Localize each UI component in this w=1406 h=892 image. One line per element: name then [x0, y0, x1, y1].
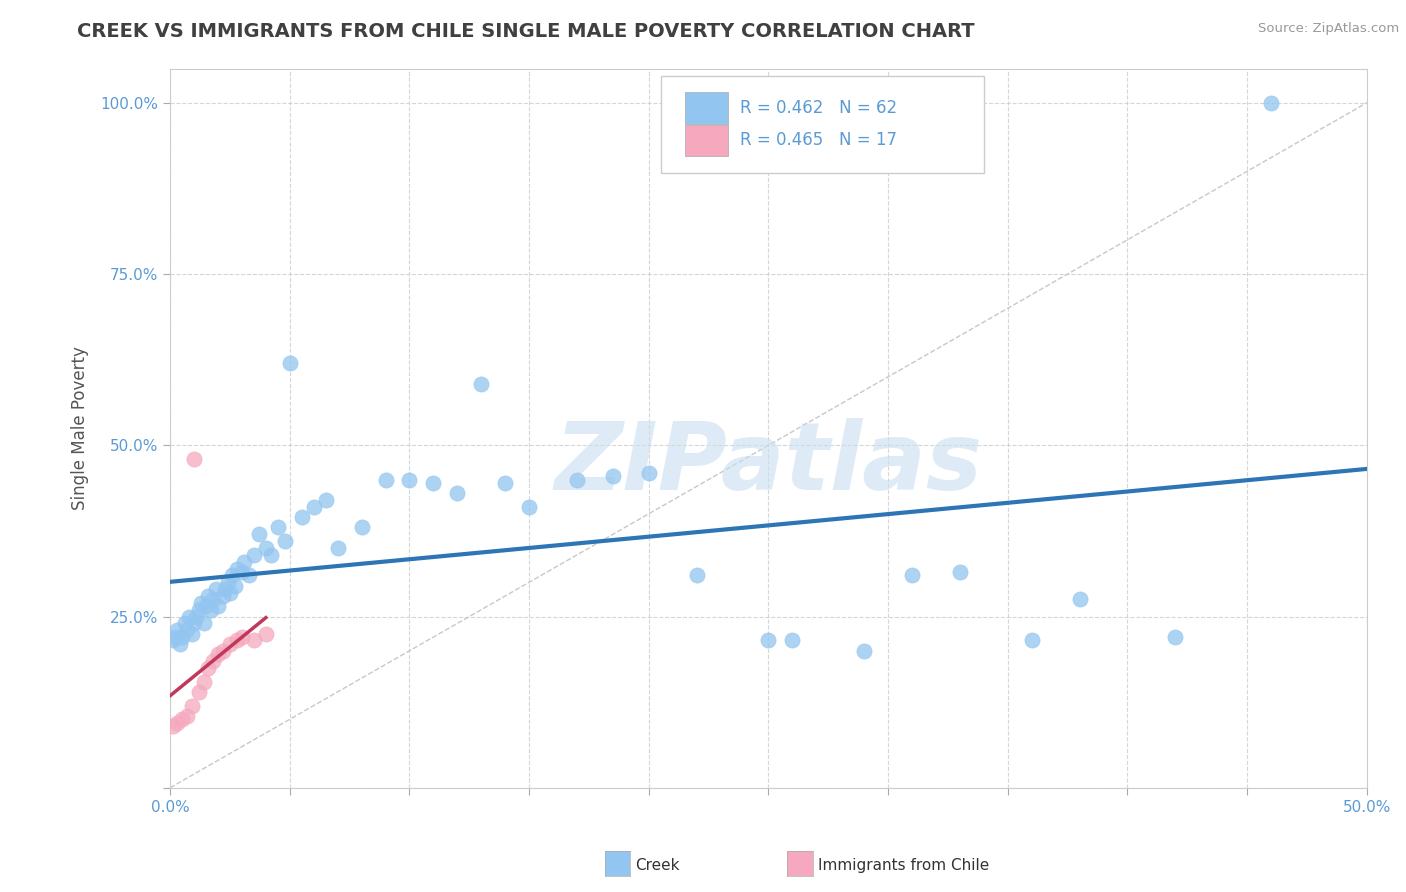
- Point: [494, 475, 516, 490]
- Point: [219, 585, 242, 599]
- Point: [254, 626, 277, 640]
- Point: [193, 616, 215, 631]
- Point: [350, 520, 373, 534]
- Point: [254, 541, 277, 555]
- Point: [226, 561, 249, 575]
- Point: [180, 626, 202, 640]
- Text: Creek: Creek: [636, 858, 681, 872]
- Point: [176, 624, 198, 638]
- Text: R = 0.462   N = 62: R = 0.462 N = 62: [740, 99, 897, 117]
- Point: [169, 637, 191, 651]
- Point: [187, 685, 209, 699]
- Point: [202, 654, 225, 668]
- Point: [291, 510, 314, 524]
- Point: [446, 486, 468, 500]
- Point: [197, 589, 219, 603]
- Text: Source: ZipAtlas.com: Source: ZipAtlas.com: [1258, 22, 1399, 36]
- Point: [166, 624, 188, 638]
- Point: [267, 520, 290, 534]
- Point: [224, 579, 246, 593]
- Point: [1260, 95, 1282, 110]
- FancyBboxPatch shape: [685, 92, 728, 124]
- Point: [315, 493, 337, 508]
- Point: [758, 633, 780, 648]
- Point: [782, 633, 804, 648]
- Point: [221, 568, 243, 582]
- Point: [172, 712, 194, 726]
- Point: [190, 596, 212, 610]
- Point: [398, 473, 420, 487]
- Point: [219, 637, 242, 651]
- FancyBboxPatch shape: [661, 76, 984, 173]
- Point: [179, 609, 201, 624]
- Point: [163, 630, 186, 644]
- Point: [637, 466, 659, 480]
- Point: [187, 602, 209, 616]
- Point: [374, 473, 396, 487]
- Point: [231, 565, 253, 579]
- Point: [172, 630, 194, 644]
- Point: [1021, 633, 1043, 648]
- Point: [186, 609, 208, 624]
- Point: [226, 633, 249, 648]
- Point: [207, 599, 229, 614]
- Point: [166, 715, 188, 730]
- Point: [162, 633, 184, 648]
- Point: [686, 568, 709, 582]
- Point: [470, 376, 492, 391]
- Point: [204, 582, 226, 596]
- FancyBboxPatch shape: [685, 125, 728, 156]
- Text: CREEK VS IMMIGRANTS FROM CHILE SINGLE MALE POVERTY CORRELATION CHART: CREEK VS IMMIGRANTS FROM CHILE SINGLE MA…: [77, 22, 974, 41]
- Point: [183, 616, 205, 631]
- Point: [183, 452, 205, 467]
- Point: [176, 709, 198, 723]
- Point: [247, 527, 270, 541]
- Point: [207, 647, 229, 661]
- Point: [200, 602, 222, 616]
- Point: [211, 589, 233, 603]
- Point: [243, 548, 266, 562]
- Point: [231, 630, 253, 644]
- Point: [202, 592, 225, 607]
- Point: [180, 698, 202, 713]
- Point: [602, 469, 624, 483]
- Point: [853, 644, 876, 658]
- Point: [211, 644, 233, 658]
- Text: ZIPatlas: ZIPatlas: [554, 418, 983, 510]
- Point: [302, 500, 325, 514]
- Point: [274, 534, 297, 549]
- Point: [1069, 592, 1091, 607]
- Point: [278, 356, 301, 370]
- Point: [217, 575, 239, 590]
- Point: [243, 633, 266, 648]
- Point: [1164, 630, 1187, 644]
- Point: [233, 555, 256, 569]
- Point: [197, 661, 219, 675]
- Point: [517, 500, 540, 514]
- Point: [173, 616, 195, 631]
- Point: [901, 568, 924, 582]
- Point: [214, 582, 236, 596]
- Y-axis label: Single Male Poverty: Single Male Poverty: [72, 346, 89, 510]
- Point: [162, 719, 184, 733]
- Point: [326, 541, 349, 555]
- Point: [949, 565, 972, 579]
- Point: [193, 674, 215, 689]
- Point: [565, 473, 588, 487]
- Point: [195, 599, 218, 614]
- Text: R = 0.465   N = 17: R = 0.465 N = 17: [740, 131, 897, 150]
- Point: [422, 475, 444, 490]
- Point: [260, 548, 283, 562]
- Point: [238, 568, 260, 582]
- Text: Immigrants from Chile: Immigrants from Chile: [818, 858, 990, 872]
